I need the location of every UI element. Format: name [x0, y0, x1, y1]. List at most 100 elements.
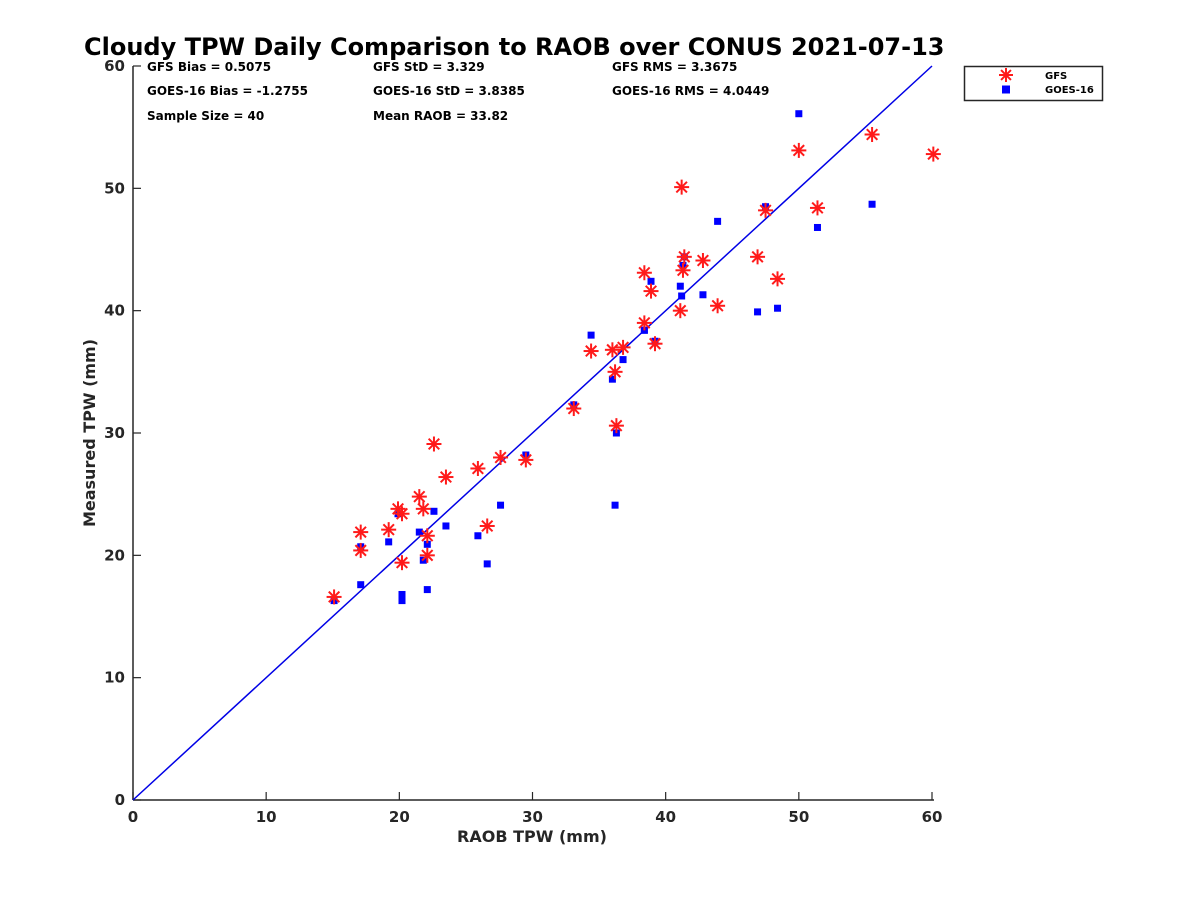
- goes-16-point: [678, 292, 686, 300]
- gfs-point: [676, 249, 692, 265]
- goes-16-point: [442, 522, 450, 530]
- gfs-point: [493, 449, 509, 465]
- gfs-point: [672, 303, 688, 319]
- goes-16-point: [611, 501, 619, 509]
- goes-16-point: [430, 507, 438, 515]
- legend-gfs-asterisk: [999, 68, 1013, 82]
- gfs-point: [394, 506, 410, 522]
- gfs-point: [566, 401, 582, 417]
- y-tick-label: 60: [104, 57, 125, 75]
- y-tick-label: 10: [104, 669, 125, 687]
- legend-goes-label: GOES-16: [1045, 85, 1094, 96]
- y-tick-label: 0: [115, 791, 125, 809]
- x-tick-label: 20: [389, 808, 410, 826]
- axes: 0 10 20 30 40 50 60 0 10 20 30 40 50 60: [104, 57, 942, 826]
- goes-16-point: [754, 308, 762, 316]
- legend-gfs-label: GFS: [1045, 71, 1067, 82]
- reference-line-group: [132, 65, 933, 801]
- gfs-point: [636, 315, 652, 331]
- gfs-point: [353, 542, 369, 558]
- gfs-point: [419, 547, 435, 563]
- legend: GFS GOES-16: [963, 65, 1104, 102]
- gfs-point: [770, 271, 786, 287]
- goes-16-point: [474, 532, 482, 540]
- gfs-point: [604, 342, 620, 358]
- stat-mean-raob: Mean RAOB = 33.82: [373, 109, 508, 123]
- goes-16-point: [587, 331, 595, 339]
- gfs-point: [479, 518, 495, 534]
- stat-gfs-bias: GFS Bias = 0.5075: [147, 60, 271, 74]
- gfs-point: [419, 528, 435, 544]
- goes-16-point: [774, 304, 782, 312]
- gfs-point: [809, 200, 825, 216]
- gfs-point: [674, 179, 690, 195]
- goes-16-point: [357, 581, 365, 589]
- x-tick-label: 0: [128, 808, 138, 826]
- stat-goes-rms: GOES-16 RMS = 4.0449: [612, 84, 769, 98]
- gfs-point: [925, 146, 941, 162]
- y-tick-label: 40: [104, 302, 125, 320]
- x-tick-label: 10: [256, 808, 277, 826]
- data-points: [326, 110, 941, 605]
- gfs-point: [758, 202, 774, 218]
- gfs-point: [636, 265, 652, 281]
- stat-goes-bias: GOES-16 Bias = -1.2755: [147, 84, 308, 98]
- stat-gfs-rms: GFS RMS = 3.3675: [612, 60, 737, 74]
- goes-16-point: [868, 200, 876, 208]
- gfs-point: [470, 460, 486, 476]
- gfs-point: [326, 589, 342, 605]
- goes-16-point: [795, 110, 803, 118]
- goes-16-point: [497, 501, 505, 509]
- y-axis-label: Measured TPW (mm): [80, 339, 99, 527]
- gfs-point: [710, 298, 726, 314]
- gfs-point: [607, 364, 623, 380]
- gfs-point: [791, 142, 807, 158]
- x-tick-label: 30: [522, 808, 543, 826]
- gfs-point: [864, 127, 880, 143]
- gfs-point: [518, 452, 534, 468]
- legend-box: [963, 65, 1104, 102]
- y-tick-label: 50: [104, 179, 125, 197]
- goes-16-point: [483, 560, 491, 568]
- y-tick-label: 30: [104, 424, 125, 442]
- gfs-point: [411, 489, 427, 505]
- gfs-point: [426, 436, 442, 452]
- gfs-point: [608, 418, 624, 434]
- gfs-point: [647, 336, 663, 352]
- goes-16-point: [398, 590, 406, 598]
- y-tick-label: 20: [104, 546, 125, 564]
- gfs-point: [415, 501, 431, 517]
- gfs-point: [381, 522, 397, 538]
- gfs-point: [750, 249, 766, 265]
- x-tick-label: 50: [788, 808, 809, 826]
- gfs-point: [438, 469, 454, 485]
- x-tick-label: 40: [655, 808, 676, 826]
- gfs-point: [394, 555, 410, 571]
- goes-16-point: [714, 217, 722, 225]
- stat-goes-std: GOES-16 StD = 3.8385: [373, 84, 525, 98]
- x-tick-label: 60: [922, 808, 943, 826]
- goes-16-point: [398, 597, 406, 605]
- goes-16-point: [619, 356, 627, 364]
- legend-goes-marker: [1002, 85, 1010, 94]
- goes-16-point: [676, 282, 684, 290]
- one-to-one-line: [132, 65, 933, 801]
- gfs-point: [353, 524, 369, 540]
- gfs-point: [643, 283, 659, 299]
- goes-16-point: [423, 586, 431, 594]
- x-axis-label: RAOB TPW (mm): [457, 827, 607, 846]
- goes-16-point: [699, 291, 707, 299]
- gfs-point: [583, 343, 599, 359]
- goes-16-point: [415, 528, 423, 536]
- goes-16-point: [608, 375, 616, 383]
- gfs-point: [695, 253, 711, 269]
- stats-block: GFS Bias = 0.5075 GFS StD = 3.329 GFS RM…: [147, 60, 769, 123]
- legend-gfs-marker: [999, 68, 1013, 82]
- goes-16-point: [385, 538, 393, 546]
- chart-title: Cloudy TPW Daily Comparison to RAOB over…: [84, 33, 944, 61]
- goes-16-point: [647, 277, 655, 285]
- stat-gfs-std: GFS StD = 3.329: [373, 60, 485, 74]
- gfs-point: [615, 339, 631, 355]
